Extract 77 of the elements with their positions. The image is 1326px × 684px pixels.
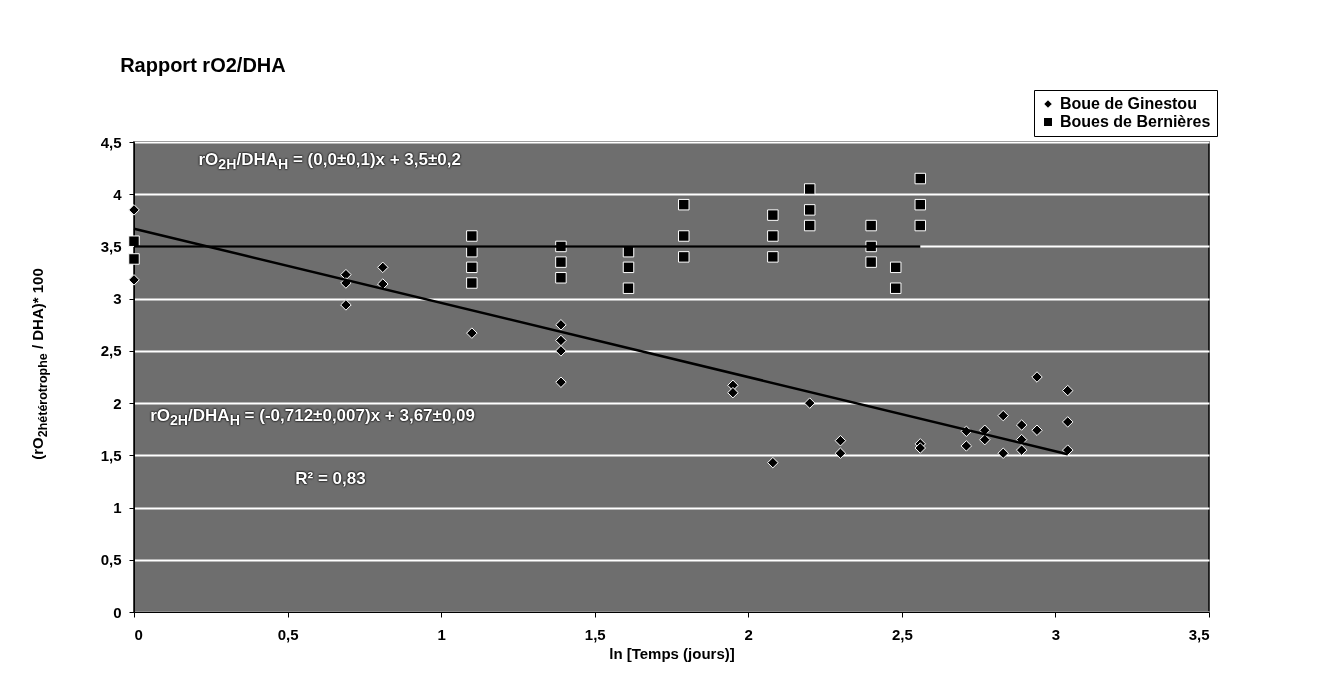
- point: [914, 219, 927, 232]
- point: [555, 376, 567, 388]
- x-tick-label: 1,5: [584, 625, 606, 643]
- point: [767, 230, 779, 242]
- point: [997, 447, 1009, 459]
- y-tick-label: 0,5: [100, 551, 122, 569]
- point: [865, 219, 877, 232]
- y-tick-label: 2,5: [100, 342, 122, 360]
- point: [555, 272, 567, 284]
- x-tick-label: 3,5: [1188, 625, 1210, 643]
- y-tick-label: 3: [113, 290, 122, 308]
- point: [1015, 444, 1028, 456]
- x-tick-label: 0: [134, 625, 143, 643]
- point: [466, 277, 478, 289]
- chart-title: Rapport rO2/DHA: [120, 53, 286, 76]
- annotation: rO$_{2H}$/DHA$_{H}$ = (0,0±0,1)x + 3,5±0,2: [198, 149, 461, 173]
- point: [1031, 424, 1043, 437]
- point: [1061, 444, 1074, 456]
- point: [914, 172, 927, 185]
- point: [555, 319, 567, 331]
- x-tick-label: 3: [1051, 625, 1061, 643]
- x-axis-title: ln [Temps (jours)]: [609, 644, 735, 662]
- point: [128, 274, 140, 286]
- point: [466, 327, 478, 339]
- point: [1015, 419, 1028, 431]
- point: [466, 230, 478, 242]
- point: [1061, 384, 1074, 397]
- point: [767, 456, 779, 469]
- point: [128, 235, 140, 247]
- x-tick-label: 0,5: [277, 625, 299, 643]
- x-tick-label: 2: [744, 625, 753, 643]
- x-tick-label: 2,5: [891, 625, 913, 643]
- point: [678, 230, 690, 242]
- point: [767, 251, 779, 263]
- point: [128, 253, 140, 265]
- point: [622, 261, 635, 274]
- point: [803, 397, 816, 409]
- annotation: R² = 0,83: [295, 469, 366, 490]
- point: [889, 261, 902, 274]
- point: [340, 299, 352, 311]
- point: [678, 198, 690, 211]
- point: [1015, 433, 1028, 446]
- legend-label: Boues de Bernières: [1060, 113, 1211, 130]
- y-tick-label: 0: [113, 603, 122, 621]
- y-tick-label: 4: [113, 185, 123, 203]
- x-tick-label: 1: [437, 625, 446, 643]
- point: [1061, 416, 1074, 428]
- point: [960, 440, 973, 452]
- y-tick-label: 1,5: [100, 446, 122, 464]
- point: [1031, 371, 1043, 383]
- point: [377, 261, 389, 274]
- y-tick-label: 3,5: [100, 237, 122, 255]
- point: [834, 434, 847, 447]
- point: [803, 183, 816, 195]
- point: [803, 219, 816, 232]
- point: [865, 256, 877, 268]
- point: [997, 409, 1009, 422]
- point: [555, 256, 567, 268]
- point: [834, 447, 847, 459]
- y-tick-label: 4,5: [100, 133, 122, 151]
- point: [340, 277, 352, 289]
- y-tick-label: 1: [113, 499, 122, 517]
- point: [914, 198, 927, 211]
- legend-label: Boue de Ginestou: [1060, 95, 1197, 112]
- point: [555, 345, 567, 357]
- point: [555, 334, 567, 347]
- annotation: rO$_{2H}$/DHA$_{H}$ = (-0,712±0,007)x + 3,67±0,09: [150, 405, 475, 429]
- point: [803, 204, 816, 216]
- y-tick-label: 2: [113, 394, 122, 412]
- point: [128, 204, 140, 216]
- point: [622, 282, 635, 294]
- point: [727, 386, 739, 399]
- point: [767, 209, 779, 221]
- point: [466, 261, 478, 274]
- point: [914, 442, 927, 454]
- point: [678, 251, 690, 263]
- point: [889, 282, 902, 294]
